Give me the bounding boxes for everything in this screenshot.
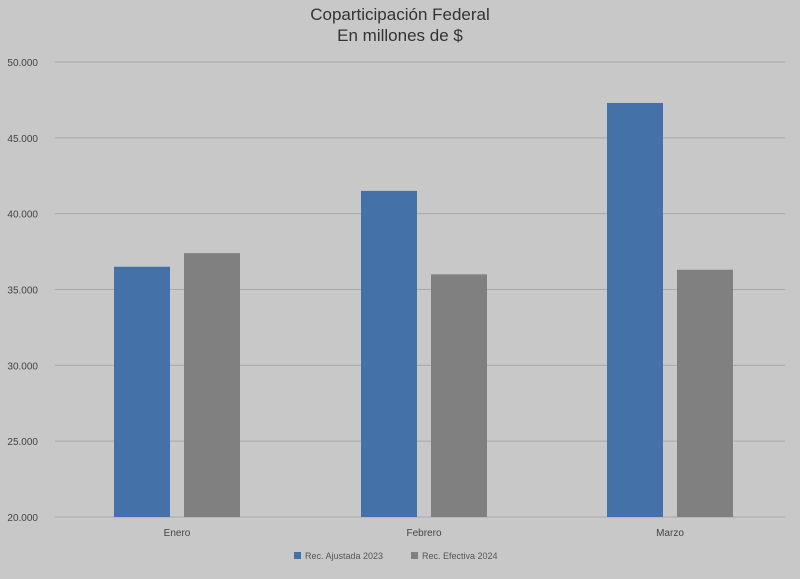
y-tick-label: 30.000 [7,361,38,372]
y-tick-label: 35.000 [7,286,38,297]
chart-title: Coparticipación Federal [310,5,490,24]
y-tick-label: 45.000 [7,134,38,145]
bars [114,102,733,517]
legend-swatch-rec-efectiva [411,552,418,559]
y-tick-label: 25.000 [7,437,38,448]
bar-febrero-series-1 [361,190,417,517]
bar-enero-series-2 [184,253,240,517]
gridlines [55,61,785,518]
chart-subtitle: En millones de $ [337,26,463,45]
x-category-label: Enero [164,528,191,539]
legend: Rec. Ajustada 2023 Rec. Efectiva 2024 [294,551,498,561]
legend-swatch-rec-ajustada [294,552,301,559]
y-tick-label: 50.000 [7,58,38,69]
x-axis-categories: Enero Febrero Marzo [164,528,685,539]
y-tick-label: 20.000 [7,513,38,524]
y-axis-ticks: 20.000 25.000 30.000 35.000 40.000 45.000 50.0… [7,58,38,524]
legend-label-rec-efectiva: Rec. Efectiva 2024 [422,551,498,561]
bar-febrero-series-2 [431,274,487,517]
bar-marzo-series-2 [677,269,733,517]
x-category-label: Febrero [406,528,441,539]
legend-label-rec-ajustada: Rec. Ajustada 2023 [305,551,383,561]
x-category-label: Marzo [656,528,684,539]
bar-marzo-series-1 [607,102,663,517]
bar-enero-series-1 [114,266,170,517]
y-tick-label: 40.000 [7,210,38,221]
